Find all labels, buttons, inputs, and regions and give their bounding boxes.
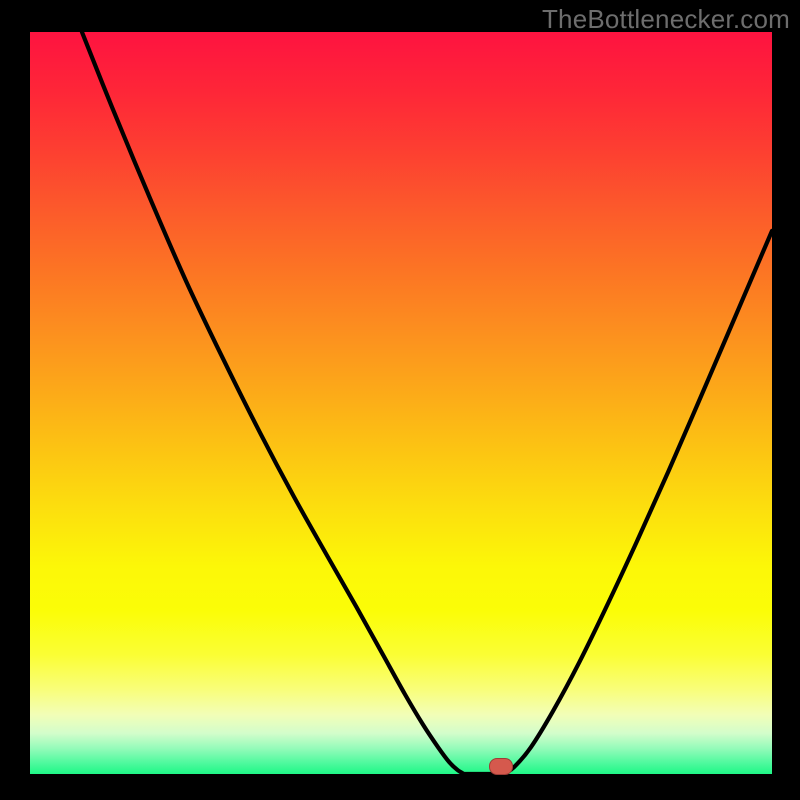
watermark-text: TheBottlenecker.com — [542, 4, 790, 35]
optimal-marker — [489, 758, 513, 775]
curve-layer — [30, 32, 772, 774]
bottleneck-curve — [82, 32, 772, 774]
plot-area — [30, 32, 772, 774]
chart-frame: TheBottlenecker.com — [0, 0, 800, 800]
